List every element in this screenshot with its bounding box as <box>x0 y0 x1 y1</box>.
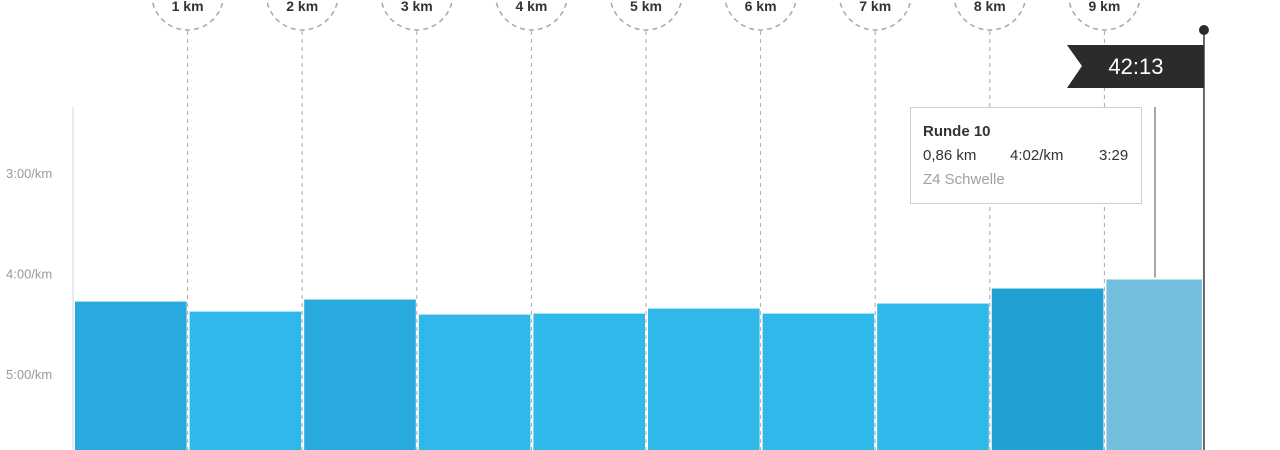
km-marker-badge <box>495 0 568 31</box>
lap-bar[interactable] <box>991 288 1104 450</box>
finish-flag: 42:13 <box>1066 25 1209 450</box>
km-marker-badge <box>609 0 683 31</box>
tooltip-zone: Z4 Schwelle <box>923 171 1005 188</box>
lap-bar[interactable] <box>648 308 760 450</box>
lap-bar[interactable] <box>762 313 875 450</box>
finish-flag-knob <box>1198 25 1209 35</box>
lap-bar[interactable] <box>1106 279 1202 450</box>
y-tick-label: 4:00/km <box>6 266 52 281</box>
km-marker-label: 3 km <box>401 0 433 14</box>
tooltip-duration: 3:29 <box>1099 147 1129 164</box>
km-marker-label: 2 km <box>286 0 318 14</box>
km-marker-badge <box>265 0 339 31</box>
km-marker-badge <box>1068 0 1141 31</box>
lap-bars <box>75 107 1202 450</box>
lap-bar[interactable] <box>75 301 187 450</box>
km-marker-badge <box>953 0 1027 31</box>
lap-bar[interactable] <box>877 303 989 450</box>
km-marker-badge <box>724 0 797 31</box>
km-marker-label: 7 km <box>859 0 891 14</box>
km-marker-badge <box>151 0 224 31</box>
tooltip-pace: 4:02/km <box>1010 147 1064 164</box>
lap-tooltip: Runde 10 0,86 km 4:02/km 3:29 Z4 Schwell… <box>910 107 1142 204</box>
km-marker-label: 6 km <box>745 0 777 14</box>
y-tick-label: 3:00/km <box>6 166 52 181</box>
tooltip-stats: 0,86 km 4:02/km 3:29 <box>923 144 1129 168</box>
finish-flag-banner <box>1066 45 1204 88</box>
km-marker-label: 4 km <box>515 0 547 14</box>
tooltip-title: Runde 10 <box>923 123 991 140</box>
y-tick-label: 5:00/km <box>6 367 52 382</box>
km-marker-label: 9 km <box>1088 0 1120 14</box>
lap-bar[interactable] <box>533 313 645 450</box>
lap-bar[interactable] <box>304 299 416 450</box>
km-marker-label: 8 km <box>974 0 1006 14</box>
km-marker-badge <box>380 0 454 31</box>
tooltip-distance: 0,86 km <box>923 147 977 164</box>
km-marker-label: 1 km <box>172 0 204 14</box>
lap-bar[interactable] <box>189 311 302 450</box>
lap-bar[interactable] <box>418 314 531 450</box>
finish-time: 42:13 <box>1108 54 1163 79</box>
km-markers: 1 km 2 km 3 km 4 km 5 km 6 km 7 km 8 km 9 km <box>151 0 1141 450</box>
y-axis: 3:00/km 4:00/km 5:00/km <box>6 107 74 450</box>
km-marker-badge <box>838 0 912 31</box>
km-marker-label: 5 km <box>630 0 662 14</box>
